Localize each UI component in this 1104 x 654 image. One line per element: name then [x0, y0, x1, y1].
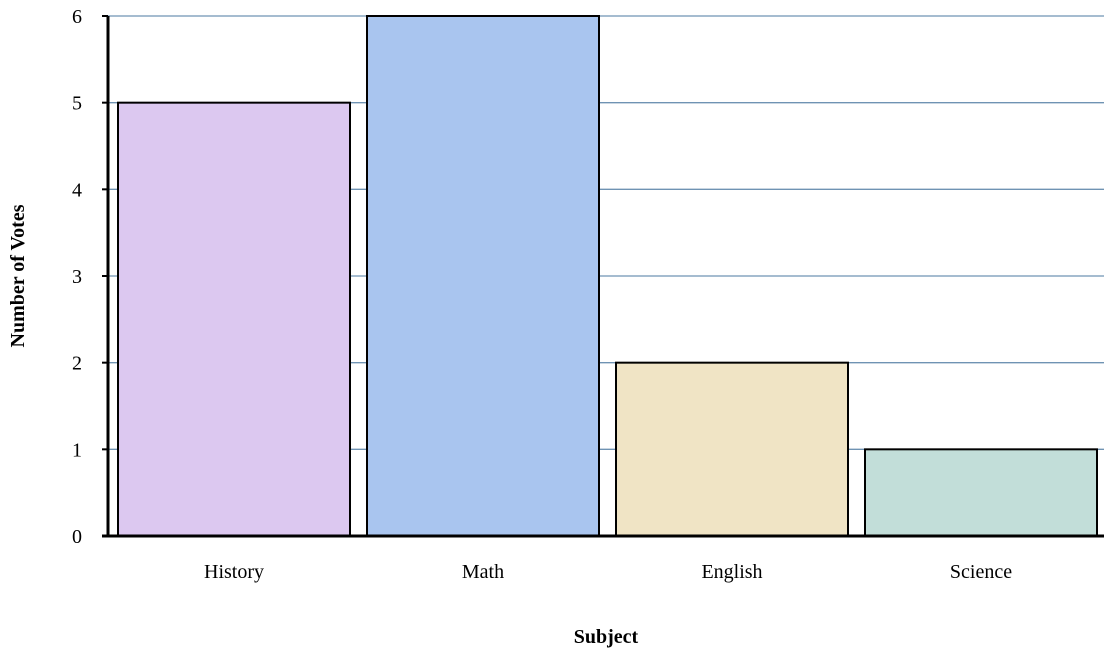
bar-history — [117, 101, 351, 538]
bars — [117, 15, 1098, 538]
y-tick-label-4: 4 — [72, 179, 82, 201]
x-tick-label-math: Math — [462, 561, 504, 583]
y-axis-title: Number of Votes — [7, 204, 29, 347]
x-tick-label-history: History — [204, 561, 264, 583]
x-axis-ticks: History Math English Science — [204, 561, 1012, 583]
y-axis-ticks: 0 1 2 3 4 5 6 — [72, 6, 108, 548]
x-axis-title: Subject — [574, 626, 639, 648]
y-tick-label-3: 3 — [72, 266, 82, 288]
y-tick-label-0: 0 — [72, 526, 82, 548]
y-tick-label-5: 5 — [72, 93, 82, 115]
bar-science — [864, 448, 1098, 538]
y-tick-label-6: 6 — [72, 6, 82, 28]
bar-english — [615, 361, 849, 537]
y-tick-label-1: 1 — [72, 439, 82, 461]
x-tick-label-science: Science — [950, 561, 1012, 583]
y-tick-label-2: 2 — [72, 353, 82, 375]
x-tick-label-english: English — [701, 561, 762, 583]
bar-math — [366, 15, 600, 537]
